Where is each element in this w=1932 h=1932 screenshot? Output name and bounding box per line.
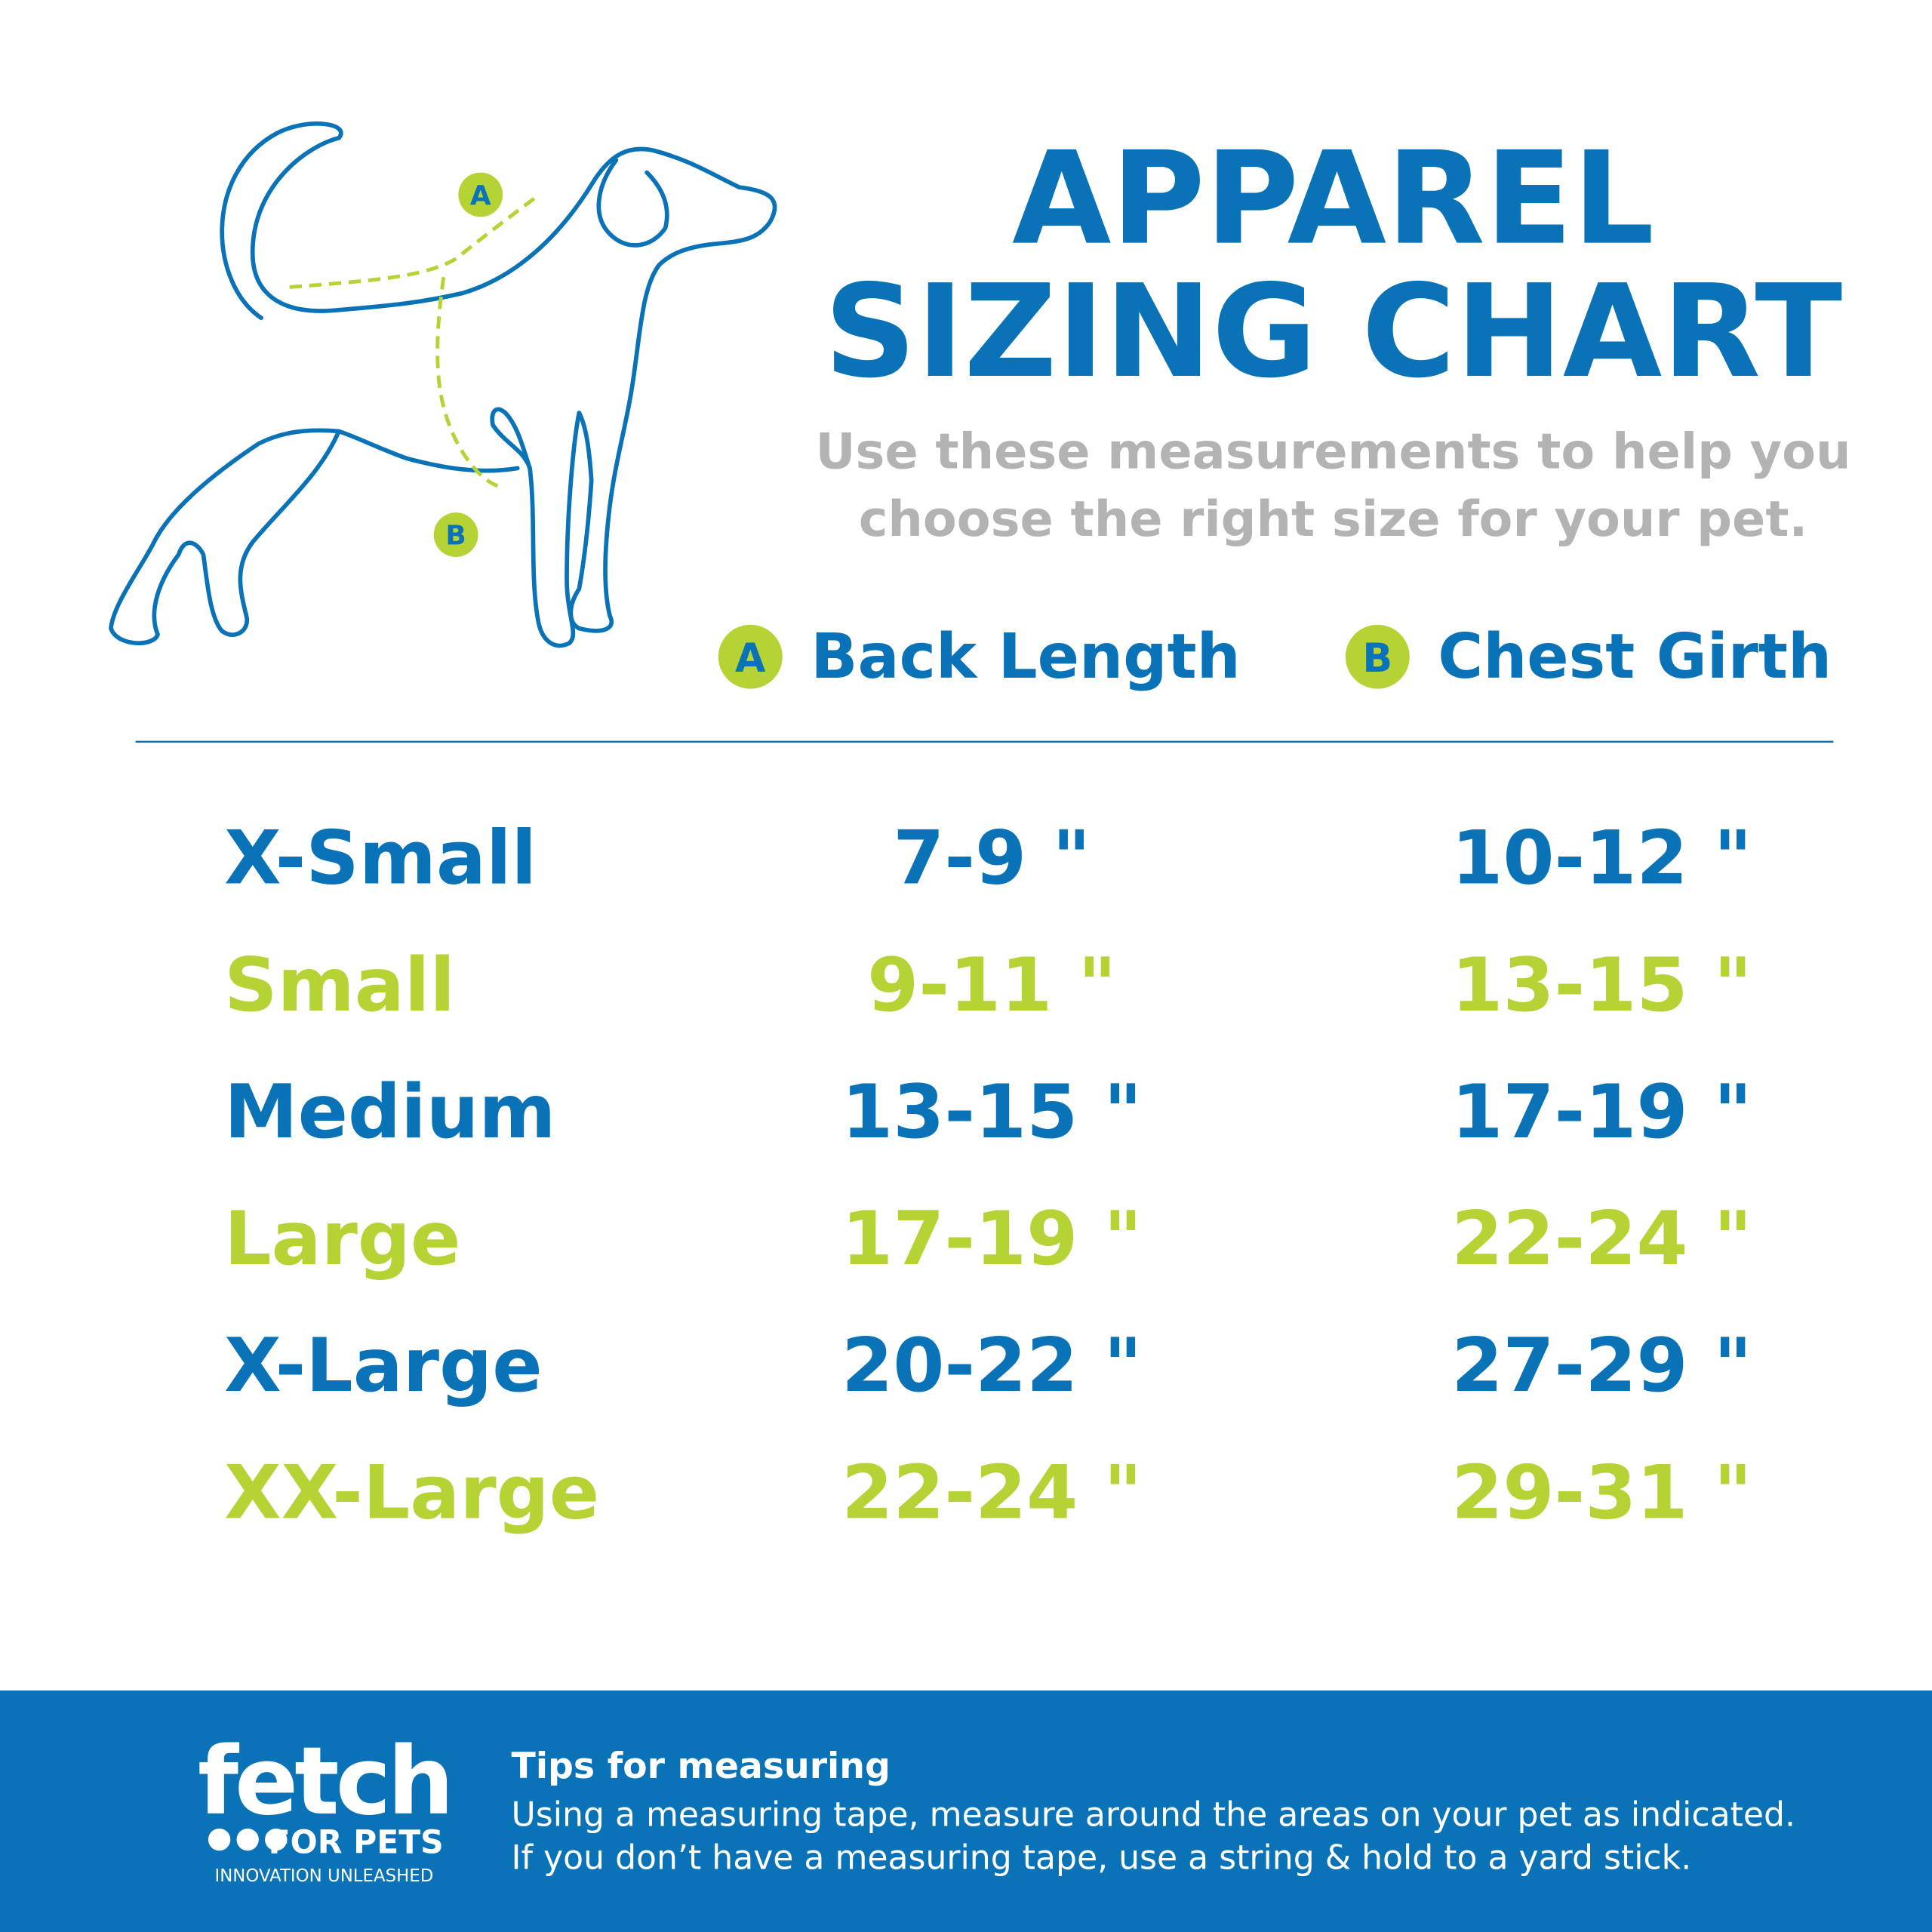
back-length: 20-22 " bbox=[841, 1323, 1142, 1409]
chest-girth: 10-12 " bbox=[1451, 816, 1752, 902]
chest-girth: 17-19 " bbox=[1451, 1069, 1752, 1155]
back-length: 13-15 " bbox=[841, 1069, 1142, 1155]
diagram-label: B bbox=[445, 521, 466, 552]
size-name: Medium bbox=[224, 1069, 555, 1155]
measure-arrows bbox=[289, 195, 537, 489]
diagram-label: A bbox=[470, 180, 491, 211]
size-name: XX-Large bbox=[224, 1450, 599, 1536]
title: APPAREL bbox=[1012, 125, 1654, 274]
diagram-badge bbox=[458, 172, 503, 217]
chest-girth: 22-24 " bbox=[1451, 1196, 1752, 1282]
logo-sub: FOR PETS bbox=[269, 1825, 444, 1862]
tips-text: If you don’t have a measuring tape, use … bbox=[512, 1839, 1692, 1878]
subtitle: choose the right size for your pet. bbox=[859, 491, 1808, 548]
size-name: Large bbox=[224, 1196, 460, 1282]
legend-label: Back Length bbox=[811, 621, 1240, 693]
chest-girth: 27-29 " bbox=[1451, 1323, 1752, 1409]
logo-dot bbox=[208, 1828, 231, 1851]
back-length: 9-11 " bbox=[867, 943, 1116, 1029]
subtitle: Use these measurements to help you bbox=[816, 423, 1851, 480]
size-table: X-Small 7-9 " 10-12 " Small 9-11 " 13-15 " Med… bbox=[224, 816, 1752, 1537]
logo-dot bbox=[236, 1828, 259, 1851]
legend-label: Chest Girth bbox=[1438, 621, 1832, 693]
footer-band bbox=[0, 1690, 1932, 1932]
back-length: 7-9 " bbox=[893, 816, 1091, 902]
back-length: 22-24 " bbox=[841, 1450, 1142, 1536]
tips-title: Tips for measuring bbox=[512, 1746, 891, 1787]
legend-key: A bbox=[735, 636, 766, 681]
dog-illustration bbox=[109, 121, 777, 648]
chest-girth: 29-31 " bbox=[1451, 1450, 1752, 1536]
size-name: X-Small bbox=[224, 816, 537, 902]
logo-tagline: INNOVATION UNLEASHED bbox=[214, 1866, 433, 1886]
legend-key: B bbox=[1362, 636, 1392, 681]
diagram-badge bbox=[433, 512, 478, 557]
legend-badge bbox=[1345, 624, 1410, 689]
chest-girth: 13-15 " bbox=[1451, 943, 1752, 1029]
back-length: 17-19 " bbox=[841, 1196, 1142, 1282]
legend-badge bbox=[718, 624, 783, 689]
logo-dot bbox=[265, 1828, 288, 1851]
title: SIZING CHART bbox=[824, 257, 1842, 407]
logo-name: fetch bbox=[198, 1727, 451, 1836]
size-name: Small bbox=[224, 943, 455, 1029]
tips-text: Using a measuring tape, measure around t… bbox=[512, 1796, 1795, 1835]
size-name: X-Large bbox=[224, 1323, 542, 1409]
